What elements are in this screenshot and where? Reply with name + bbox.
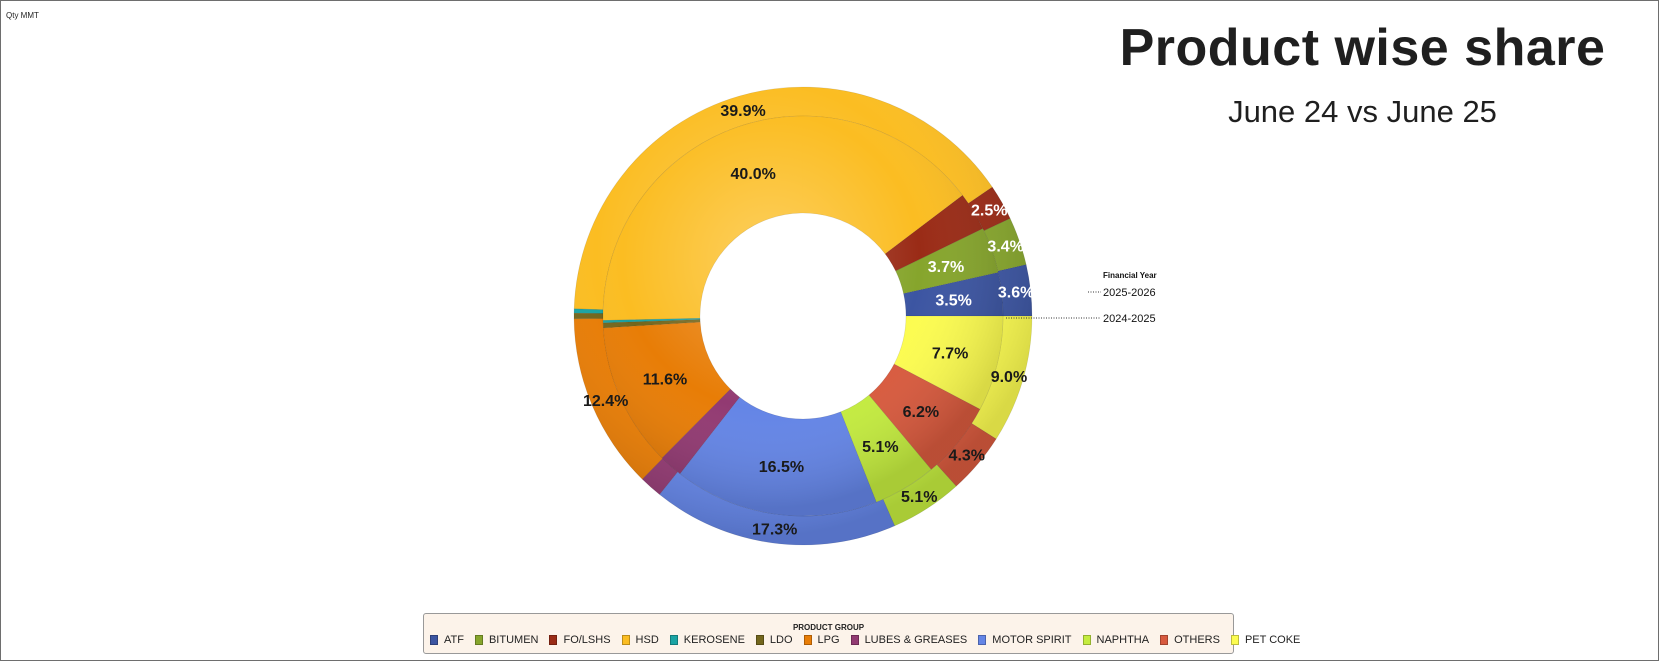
- legend-label: ATF: [444, 634, 464, 646]
- legend-label: KEROSENE: [683, 634, 745, 646]
- data-label-2025-2026-motor-spirit: 17.3%: [752, 522, 797, 539]
- legend-label: LUBES & GREASES: [864, 634, 968, 646]
- legend-swatch: [669, 635, 678, 645]
- legend-swatch: [474, 635, 483, 645]
- data-label-2025-2026-bitumen: 3.4%: [987, 239, 1023, 256]
- legend-item-naphtha[interactable]: NAPHTHA: [1082, 634, 1150, 646]
- data-label-2025-2026-hsd: 39.9%: [720, 103, 765, 120]
- ring-label-2025-2026: 2025-2026: [1103, 287, 1156, 299]
- legend-item-lubes-greases[interactable]: LUBES & GREASES: [850, 634, 968, 646]
- legend-title: PRODUCT GROUP: [792, 623, 865, 632]
- legend-swatch: [755, 635, 764, 645]
- legend-label: NAPHTHA: [1096, 634, 1150, 646]
- legend-item-others[interactable]: OTHERS: [1160, 634, 1220, 646]
- legend-label: PET COKE: [1244, 634, 1301, 646]
- data-label-2024-2025-others: 6.2%: [903, 404, 939, 421]
- legend-swatch: [803, 635, 812, 645]
- legend-item-ldo[interactable]: LDO: [755, 634, 793, 646]
- legend-item-atf[interactable]: ATF: [430, 634, 464, 646]
- legend-item-hsd[interactable]: HSD: [621, 634, 659, 646]
- legend-swatch: [978, 635, 987, 645]
- legend-swatch: [430, 635, 438, 645]
- data-label-2024-2025-motor-spirit: 16.5%: [759, 459, 804, 476]
- data-label-2025-2026-fo-lshs: 2.5%: [971, 203, 1007, 220]
- legend-swatch: [850, 635, 859, 645]
- legend-label: LPG: [817, 634, 840, 646]
- ring-label-2024-2025: 2024-2025: [1103, 313, 1156, 325]
- legend-item-fo-lshs[interactable]: FO/LSHS: [549, 634, 611, 646]
- data-label-2025-2026-naphtha: 5.1%: [901, 489, 937, 506]
- legend: PRODUCT GROUP ATF BITUMEN FO/LSHS HSD KEROSE…: [423, 613, 1300, 654]
- slice-2025-2026-kerosene[interactable]: [573, 308, 604, 314]
- data-label-2025-2026-pet-coke: 9.0%: [991, 369, 1027, 386]
- qty-unit-label: Qty MMT: [6, 11, 39, 20]
- data-label-2024-2025-bitumen: 3.7%: [928, 259, 964, 276]
- legend-swatch: [1160, 635, 1169, 645]
- data-label-2024-2025-hsd: 40.0%: [731, 166, 776, 183]
- legend-swatch: [1230, 635, 1239, 645]
- legend-item-motor-spirit[interactable]: MOTOR SPIRIT: [978, 634, 1072, 646]
- ring-legend-title: Financial Year: [1103, 271, 1157, 280]
- data-label-2024-2025-naphtha: 5.1%: [862, 439, 898, 456]
- legend-items: ATF BITUMEN FO/LSHS HSD KEROSENE LDO LPG LUBES …: [430, 634, 1311, 646]
- legend-item-lpg[interactable]: LPG: [803, 634, 840, 646]
- data-label-2024-2025-pet-coke: 7.7%: [932, 345, 968, 362]
- legend-swatch: [621, 635, 630, 645]
- legend-swatch: [1082, 635, 1091, 645]
- legend-item-bitumen[interactable]: BITUMEN: [474, 634, 539, 646]
- legend-item-kerosene[interactable]: KEROSENE: [669, 634, 745, 646]
- data-label-2025-2026-atf: 3.6%: [998, 285, 1034, 302]
- legend-label: HSD: [635, 634, 659, 646]
- legend-swatch: [549, 635, 558, 645]
- legend-label: FO/LSHS: [563, 634, 611, 646]
- slice-2025-2026-ldo[interactable]: [573, 312, 604, 320]
- data-label-2025-2026-lpg: 12.4%: [583, 393, 628, 410]
- legend-label: BITUMEN: [488, 634, 539, 646]
- legend-label: MOTOR SPIRIT: [992, 634, 1072, 646]
- data-label-2024-2025-lpg: 11.6%: [643, 371, 687, 388]
- data-label-2025-2026-others: 4.3%: [949, 448, 985, 465]
- chart-title: Product wise share: [1119, 19, 1606, 77]
- chart-subtitle: June 24 vs June 25: [1228, 94, 1497, 129]
- legend-item-pet-coke[interactable]: PET COKE: [1230, 634, 1301, 646]
- data-label-2024-2025-atf: 3.5%: [935, 292, 971, 309]
- legend-label: OTHERS: [1174, 634, 1220, 646]
- legend-label: LDO: [769, 634, 793, 646]
